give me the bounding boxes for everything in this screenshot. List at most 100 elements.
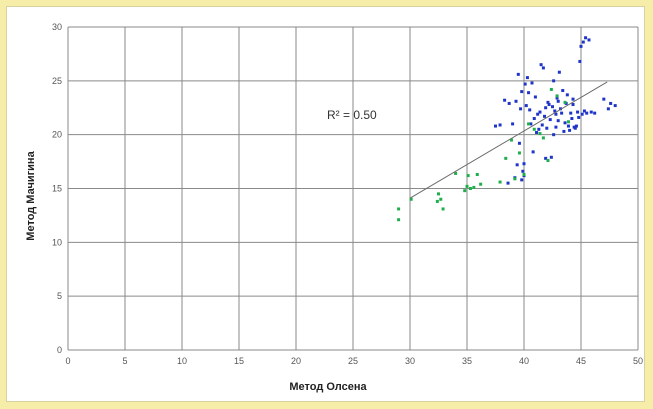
data-point-blue	[515, 163, 519, 167]
data-point-blue	[547, 103, 551, 107]
data-point-green	[479, 182, 483, 186]
data-point-green	[522, 173, 526, 177]
trendline	[409, 81, 608, 199]
data-point-blue	[587, 38, 591, 42]
y-tick-label: 20	[52, 130, 62, 140]
data-point-green	[435, 199, 439, 203]
data-point-blue	[569, 111, 573, 115]
data-point-green	[513, 177, 517, 181]
data-point-blue	[503, 98, 507, 102]
data-point-blue	[602, 97, 606, 101]
data-point-blue	[584, 36, 588, 40]
data-point-blue	[574, 124, 578, 128]
y-tick-label: 15	[52, 184, 62, 194]
data-point-blue	[532, 117, 536, 121]
y-tick-label: 30	[52, 22, 62, 32]
data-point-blue	[540, 123, 544, 127]
y-tick-label: 0	[57, 345, 62, 355]
y-axis-title: Метод Мачигина	[25, 150, 37, 240]
data-point-blue	[570, 117, 574, 121]
data-point-blue	[506, 181, 510, 185]
data-point-blue	[535, 131, 539, 135]
data-point-blue	[556, 119, 560, 123]
data-point-blue	[582, 109, 586, 113]
data-point-green	[546, 159, 550, 163]
data-point-green	[538, 132, 542, 136]
data-point-blue	[514, 99, 518, 103]
data-point-green	[463, 189, 467, 193]
x-tick-label: 5	[122, 356, 127, 366]
data-point-blue	[498, 123, 502, 127]
x-tick-label: 20	[291, 356, 301, 366]
data-point-blue	[531, 150, 535, 154]
y-tick-label: 5	[57, 291, 62, 301]
data-point-blue	[552, 79, 556, 83]
data-point-blue	[593, 111, 597, 115]
data-point-blue	[558, 107, 562, 111]
x-tick-labels: 0 5 10 15 20 25 30 35 40 45 50	[65, 356, 643, 366]
data-point-blue	[521, 169, 525, 173]
data-point-blue	[544, 106, 548, 110]
data-point-blue	[523, 82, 527, 86]
x-tick-label: 30	[405, 356, 415, 366]
data-point-blue	[566, 124, 570, 128]
data-point-blue	[576, 110, 580, 114]
data-point-green	[397, 218, 401, 222]
data-point-blue	[560, 111, 564, 115]
data-point-blue	[552, 133, 556, 137]
data-point-green	[541, 136, 545, 140]
data-point-blue	[557, 70, 561, 74]
data-point-green	[563, 100, 567, 104]
data-point-green	[465, 184, 469, 188]
data-point-green	[475, 173, 479, 177]
data-point-blue	[494, 124, 497, 128]
chart-frame: 0 5 10 15 20 25 30 35 40 45 50 0 5 10 15 20 25 30 R² = 0…	[6, 6, 645, 402]
r-squared-annotation: R² = 0.50	[327, 108, 377, 122]
data-point-blue	[577, 115, 581, 119]
data-point-blue	[578, 59, 582, 63]
data-point-blue	[554, 112, 558, 116]
data-point-blue	[613, 104, 617, 108]
data-point-blue	[529, 122, 533, 126]
data-point-blue	[507, 101, 511, 105]
data-point-blue	[561, 89, 565, 93]
data-point-green	[466, 174, 470, 178]
data-point-blue	[536, 112, 540, 116]
data-point-blue	[579, 44, 583, 48]
data-point-blue	[543, 114, 547, 118]
data-point-green	[517, 151, 521, 155]
scatter-chart: 0 5 10 15 20 25 30 35 40 45 50 0 5 10 15 20 25 30 R² = 0…	[25, 22, 643, 393]
data-point-green	[509, 138, 513, 142]
data-point-blue	[573, 126, 577, 130]
data-point-blue	[538, 110, 542, 114]
data-point-green	[472, 185, 476, 189]
x-tick-label: 10	[177, 356, 187, 366]
data-point-blue	[580, 112, 584, 116]
data-point-blue	[562, 129, 566, 133]
data-point-green	[437, 192, 440, 196]
data-point-blue	[517, 141, 521, 145]
data-point-blue	[546, 100, 550, 104]
data-point-blue	[527, 91, 531, 95]
x-tick-label: 40	[519, 356, 529, 366]
data-point-blue	[548, 118, 552, 122]
data-point-green	[454, 171, 458, 175]
data-point-blue	[554, 125, 558, 129]
data-point-blue	[609, 101, 613, 105]
data-point-blue	[525, 76, 529, 80]
data-point-blue	[520, 90, 524, 94]
data-point-green	[441, 207, 445, 211]
data-point-green	[498, 180, 502, 184]
x-tick-label: 35	[462, 356, 472, 366]
x-tick-label: 45	[576, 356, 586, 366]
data-point-blue	[516, 72, 520, 76]
data-point-blue	[606, 107, 610, 111]
data-point-blue	[581, 40, 585, 44]
data-point-blue	[524, 104, 528, 108]
data-point-blue	[556, 99, 560, 103]
data-point-green	[555, 94, 559, 98]
data-point-green	[468, 187, 472, 190]
data-points	[397, 36, 617, 222]
data-point-blue	[533, 95, 537, 99]
data-point-blue	[571, 97, 575, 101]
